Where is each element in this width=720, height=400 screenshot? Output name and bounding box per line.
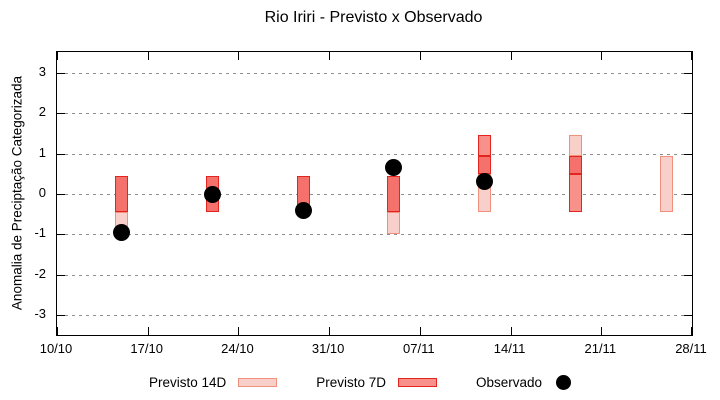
x-axis-tick-top [601, 52, 603, 60]
x-tick-label: 10/10 [39, 341, 73, 356]
observed-point [476, 173, 494, 191]
x-axis-tick [510, 327, 512, 335]
forecast-bar-14d-segment [568, 135, 582, 156]
y-axis-tick [57, 274, 65, 276]
forecast-bar-overlap-segment [387, 175, 401, 213]
x-axis-tick [419, 327, 421, 335]
x-axis-tick-top [147, 52, 149, 60]
y-axis-tick [57, 113, 65, 115]
gridline [58, 274, 689, 276]
x-tick-label: 31/10 [311, 341, 345, 356]
x-axis-tick-top [510, 52, 512, 60]
forecast-bar-14d-segment [659, 155, 673, 213]
gridline [58, 113, 689, 115]
plot-area [56, 51, 693, 336]
legend-item-observado: Observado [476, 374, 572, 390]
y-axis-tick [57, 315, 65, 317]
x-axis-tick-top [329, 52, 331, 60]
x-axis-tick [57, 327, 58, 335]
previsto-14d-swatch-icon [238, 377, 278, 387]
legend-item-previsto-14d: Previsto 14D [148, 374, 278, 390]
x-tick-label: 21/11 [584, 341, 617, 356]
gridline [58, 72, 689, 74]
gridline [58, 234, 689, 236]
forecast-bar-14d-segment [387, 212, 401, 235]
y-axis-tick-right [684, 234, 692, 236]
x-axis-tick [238, 327, 240, 335]
x-axis-tick-top [238, 52, 240, 60]
x-axis-tick-top [419, 52, 421, 60]
gridline [58, 153, 689, 155]
y-axis-tick-right [684, 113, 692, 115]
x-axis-tick [691, 327, 692, 335]
observado-dot-icon [556, 374, 572, 390]
x-tick-label: 17/10 [130, 341, 163, 356]
y-tick-label: -3 [34, 306, 46, 322]
x-axis-tick-top [57, 52, 58, 60]
x-tick-label: 28/11 [675, 341, 707, 356]
y-tick-label: -1 [34, 225, 46, 241]
observed-point [204, 185, 221, 203]
forecast-bar-7d-segment [568, 173, 582, 213]
y-axis-tick-right [684, 72, 692, 74]
y-tick-label: 3 [38, 63, 46, 79]
legend-label-previsto-7d: Previsto 7D [316, 374, 387, 390]
y-axis-tick [57, 194, 65, 195]
gridline [58, 315, 689, 317]
x-axis-tick-top [691, 52, 692, 60]
legend-label-observado: Observado [476, 374, 543, 390]
gridline [58, 194, 689, 195]
y-tick-label: -2 [34, 265, 46, 281]
forecast-bar-7d-segment [478, 135, 492, 156]
y-axis-tick-right [684, 315, 692, 317]
previsto-7d-swatch-icon [398, 377, 438, 387]
x-tick-label: 14/11 [493, 341, 526, 356]
observed-point [294, 201, 312, 219]
y-tick-label: 1 [38, 144, 46, 160]
forecast-bar-overlap-segment [568, 155, 582, 174]
y-tick-label: 0 [38, 185, 46, 200]
y-axis-tick-right [684, 274, 692, 276]
x-tick-label: 24/10 [221, 341, 254, 356]
x-tick-label: 07/11 [403, 341, 435, 356]
x-axis-tick [601, 327, 603, 335]
y-axis-tick [57, 72, 65, 74]
forecast-bar-overlap-segment [478, 155, 492, 174]
y-tick-label: 2 [38, 104, 46, 120]
forecast-bar-overlap-segment [115, 175, 129, 213]
legend-item-previsto-7d: Previsto 7D [316, 374, 438, 390]
legend-label-previsto-14d: Previsto 14D [148, 374, 227, 390]
observed-point [113, 223, 131, 241]
y-axis-tick-right [684, 194, 692, 195]
y-axis-tick [57, 153, 65, 155]
legend: Previsto 14D Previsto 7D Observado [0, 372, 720, 392]
chart-title: Rio Iriri - Previsto x Observado [264, 9, 483, 26]
y-axis-tick [57, 234, 65, 236]
x-axis-tick [147, 327, 149, 335]
x-axis-tick [329, 327, 331, 335]
y-axis-tick-right [684, 153, 692, 155]
observed-point [385, 159, 403, 177]
